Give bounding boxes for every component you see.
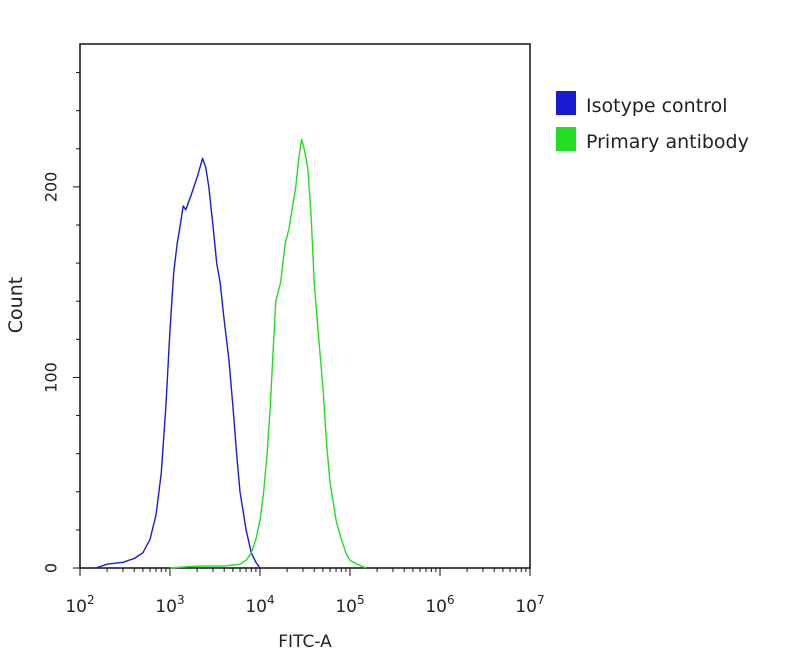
- x-axis: 102 103 104 105 106 107: [65, 568, 545, 617]
- x-tick-label: 106: [425, 593, 454, 617]
- x-tick-label: 105: [335, 593, 364, 617]
- y-tick-label: 0: [42, 563, 61, 573]
- y-axis: 0 100 200: [42, 72, 80, 573]
- x-tick-label: 102: [65, 593, 94, 617]
- plot-frame: [79, 43, 531, 569]
- y-tick-label: 100: [42, 362, 61, 393]
- y-axis-label: Count: [5, 277, 27, 333]
- y-tick-label: 200: [42, 172, 61, 203]
- legend-swatch-isotype-control: [556, 91, 576, 115]
- legend-label-primary-antibody: Primary antibody: [586, 131, 749, 153]
- x-axis-label: FITC-A: [278, 632, 332, 652]
- x-tick-label: 103: [155, 593, 184, 617]
- legend-label-isotype-control: Isotype control: [586, 95, 727, 117]
- x-tick-label: 104: [245, 593, 274, 617]
- legend: Isotype control Primary antibody: [556, 91, 749, 153]
- x-tick-label: 107: [515, 593, 544, 617]
- legend-swatch-primary-antibody: [556, 127, 576, 151]
- series-layer: [95, 138, 367, 569]
- series-line-primary-antibody: [169, 138, 367, 569]
- series-line-isotype-control: [95, 157, 261, 569]
